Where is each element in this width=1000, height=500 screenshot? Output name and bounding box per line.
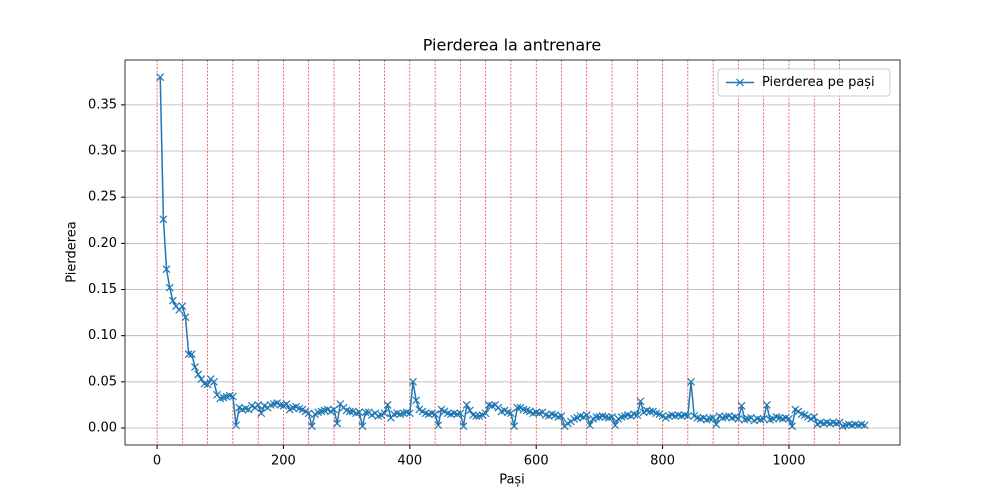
point-marker xyxy=(709,413,718,422)
point-marker xyxy=(282,400,291,408)
point-marker xyxy=(333,419,342,428)
point-marker xyxy=(592,413,601,421)
y-tick-label: 0.35 xyxy=(88,97,117,112)
point-marker xyxy=(187,350,196,359)
y-tick-label: 0.30 xyxy=(88,144,117,159)
point-marker xyxy=(456,409,465,418)
point-marker xyxy=(687,377,695,386)
point-marker xyxy=(646,407,654,416)
x-tick-label: 600 xyxy=(524,454,549,469)
point-marker xyxy=(184,350,193,359)
point-marker xyxy=(165,283,174,292)
point-marker xyxy=(472,412,481,420)
point-marker xyxy=(191,363,199,372)
point-marker xyxy=(361,408,370,417)
point-marker xyxy=(197,375,206,384)
point-marker xyxy=(232,421,240,430)
x-axis-label: Pași xyxy=(499,473,525,488)
point-marker xyxy=(181,313,190,322)
point-marker xyxy=(434,421,443,430)
point-marker xyxy=(307,422,316,431)
y-tick-label: 0.25 xyxy=(88,190,117,205)
point-marker xyxy=(405,409,414,418)
point-marker xyxy=(683,412,692,420)
point-marker xyxy=(636,397,645,406)
point-marker xyxy=(481,409,490,418)
point-marker xyxy=(465,406,474,415)
y-tick-label: 0.00 xyxy=(88,421,117,436)
point-marker xyxy=(633,411,642,420)
point-marker xyxy=(608,413,616,421)
point-marker xyxy=(355,408,364,417)
point-marker xyxy=(178,302,187,311)
point-marker xyxy=(156,73,165,82)
point-marker xyxy=(785,414,793,423)
point-marker xyxy=(257,409,266,418)
point-marker xyxy=(513,403,522,412)
point-marker xyxy=(254,401,263,409)
point-marker xyxy=(762,401,771,409)
point-marker xyxy=(162,265,171,274)
point-marker xyxy=(228,392,237,401)
point-marker xyxy=(203,380,212,389)
legend-box xyxy=(717,68,891,97)
point-marker xyxy=(168,296,177,305)
point-marker xyxy=(759,414,768,423)
point-marker xyxy=(159,215,168,224)
x-tick-label: 400 xyxy=(397,454,422,469)
point-marker xyxy=(462,401,471,409)
point-marker xyxy=(506,409,515,418)
y-tick-label: 0.20 xyxy=(88,236,117,251)
point-marker xyxy=(380,409,389,418)
point-marker xyxy=(431,410,440,419)
legend-marker xyxy=(736,78,744,87)
point-marker xyxy=(304,409,313,418)
plot-frame xyxy=(124,59,901,446)
point-marker xyxy=(734,414,743,423)
point-marker xyxy=(510,422,519,431)
y-tick-label: 0.15 xyxy=(88,282,117,297)
point-marker xyxy=(585,421,594,430)
point-marker xyxy=(358,422,367,431)
point-marker xyxy=(194,370,203,379)
point-marker xyxy=(611,421,620,430)
point-marker xyxy=(860,421,869,430)
point-marker xyxy=(582,411,591,420)
y-axis-label: Pierderea xyxy=(65,221,80,283)
y-tick-label: 0.10 xyxy=(88,328,117,343)
point-marker xyxy=(788,422,797,431)
point-marker xyxy=(712,420,721,429)
point-marker xyxy=(345,407,354,416)
point-marker xyxy=(210,377,218,386)
point-marker xyxy=(330,405,338,414)
point-marker xyxy=(737,401,746,410)
point-marker xyxy=(810,413,819,421)
x-tick-label: 200 xyxy=(271,454,296,469)
x-tick-label: 0 xyxy=(153,454,161,469)
x-tick-label: 1000 xyxy=(772,454,805,469)
point-marker xyxy=(459,422,468,431)
point-marker xyxy=(557,412,566,420)
point-marker xyxy=(383,401,392,409)
chart-title: Pierderea la antrenare xyxy=(423,36,601,55)
y-tick-label: 0.05 xyxy=(88,374,117,389)
x-tick-label: 800 xyxy=(650,454,675,469)
point-marker xyxy=(409,377,417,386)
legend-label: Pierderea pe pași xyxy=(762,75,875,90)
point-marker xyxy=(412,396,421,405)
loss-line xyxy=(159,77,865,429)
